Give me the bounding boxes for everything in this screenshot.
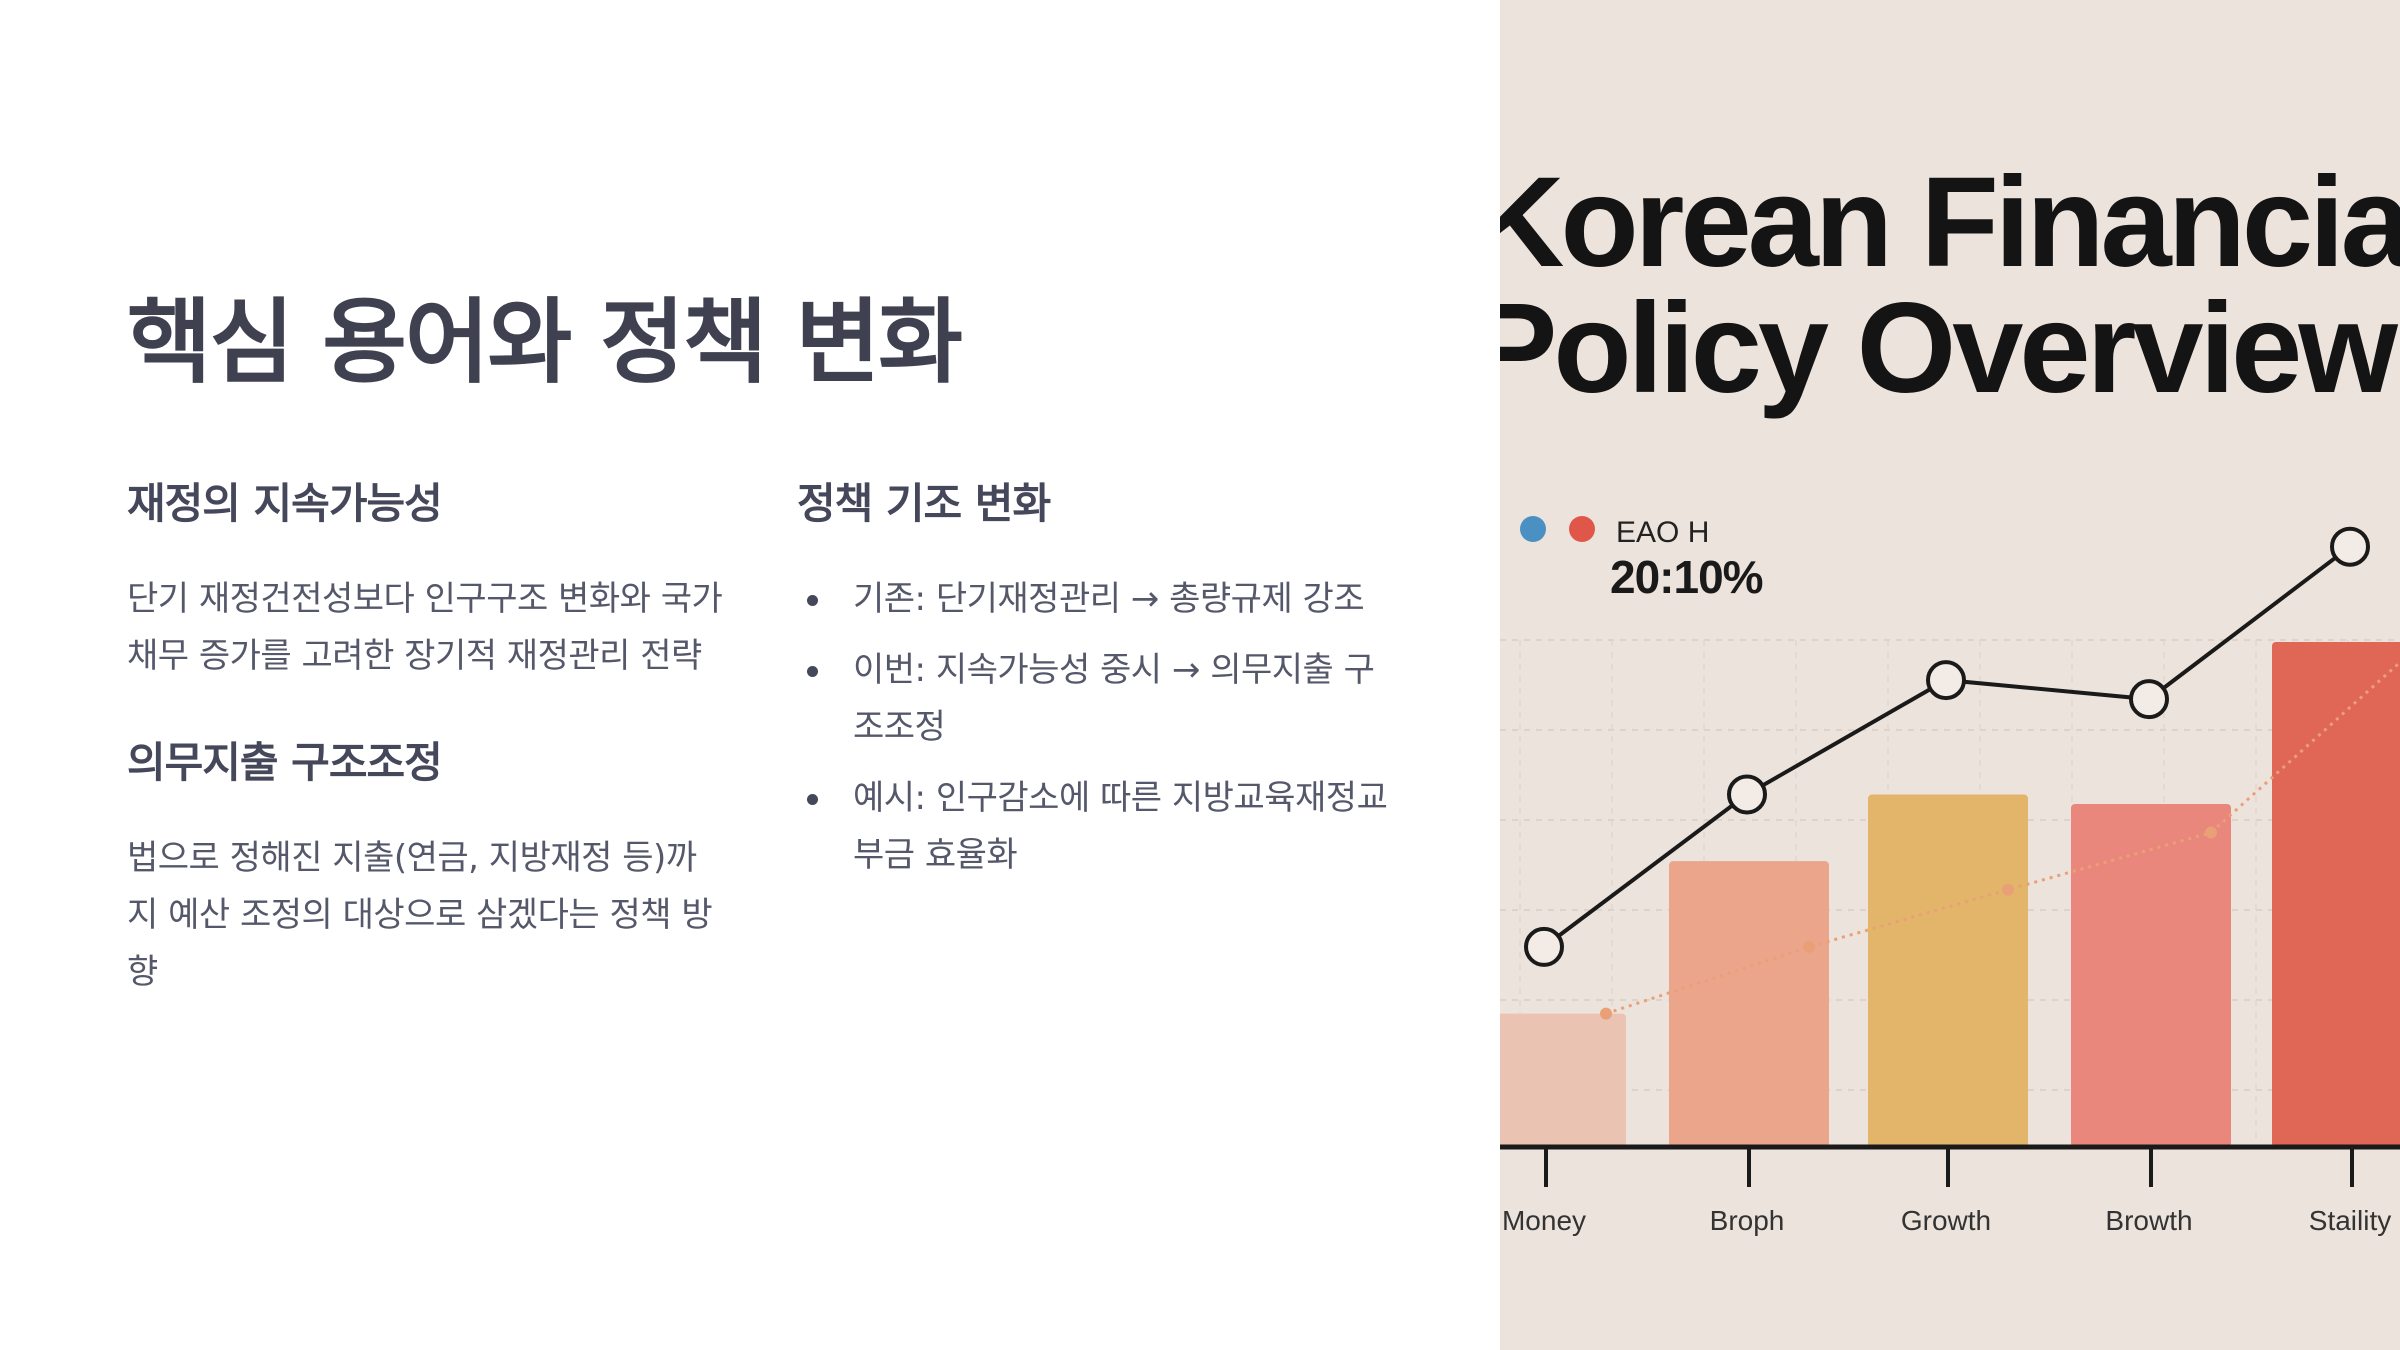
data-point-secondary — [2002, 883, 2014, 896]
x-tick-label: Broph — [1709, 1205, 1785, 1236]
chart — [1500, 516, 2400, 1187]
series-line-secondary — [1605, 660, 2400, 1016]
list-item: 기존: 단기재정관리 → 총량규제 강조 — [797, 571, 1397, 628]
left-column: 재정의 지속가능성 단기 재정건전성보다 인구구조 변화와 국가채무 증가를 고… — [127, 470, 727, 1045]
bullet-icon — [807, 794, 818, 805]
bar — [1669, 861, 1829, 1147]
section-heading-sustainability: 재정의 지속가능성 — [127, 479, 443, 528]
legend-dot — [1520, 516, 1546, 542]
x-tick-label: Browth — [2105, 1205, 2193, 1236]
data-point-primary — [1727, 774, 1767, 815]
policy-shift-list: 기존: 단기재정관리 → 총량규제 강조 이번: 지속가능성 중시 → 의무지출… — [797, 571, 1397, 884]
right-column: 정책 기조 변화 기존: 단기재정관리 → 총량규제 강조 이번: 지속가능성 … — [797, 470, 1397, 898]
list-item-text: 이번: 지속가능성 중시 → 의무지출 구조조정 — [853, 650, 1375, 747]
section-heading-mandatory-spending: 의무지출 구조조정 — [127, 738, 443, 787]
poster-image: Korean Financial Policy Overview EAO H 2… — [1500, 0, 2400, 1350]
bar — [2071, 803, 2231, 1147]
data-point-primary — [2129, 679, 2169, 720]
legend-label: EAO H — [1616, 516, 1710, 549]
list-item-text: 예시: 인구감소에 따른 지방교육재정교부금 효율화 — [853, 778, 1388, 875]
x-tick-label: Staility — [2308, 1205, 2392, 1236]
section-body-mandatory-spending: 법으로 정해진 지출(연금, 지방재정 등)까지 예산 조정의 대상으로 삼겠다… — [127, 838, 713, 992]
list-item: 이번: 지속가능성 중시 → 의무지출 구조조정 — [797, 642, 1397, 756]
section-body-sustainability: 단기 재정건전성보다 인구구조 변화와 국가채무 증가를 고려한 장기적 재정관… — [127, 579, 723, 676]
data-point-secondary — [1803, 940, 1815, 953]
slide-title: 핵심 용어와 정책 변화 — [127, 289, 963, 396]
legend-dot — [1569, 516, 1595, 542]
bar — [1868, 794, 2028, 1147]
section-heading-policy-shift: 정책 기조 변화 — [797, 479, 1051, 528]
list-item-text: 기존: 단기재정관리 → 총량규제 강조 — [853, 579, 1365, 619]
list-item: 예시: 인구감소에 따른 지방교육재정교부금 효율화 — [797, 770, 1397, 884]
x-tick-label: Growth — [1900, 1205, 1992, 1236]
data-point-primary — [2330, 526, 2370, 567]
bullet-icon — [807, 666, 818, 677]
poster-title: Korean Financial Policy Overview — [1500, 151, 2400, 420]
legend-value: 20:10% — [1610, 551, 1764, 603]
data-point-primary — [1926, 660, 1966, 701]
bar — [1500, 1013, 1626, 1147]
x-tick-label: Money — [1501, 1205, 1587, 1236]
bullet-icon — [807, 595, 818, 606]
data-point-secondary — [1600, 1007, 1612, 1020]
slide-text-panel: 핵심 용어와 정책 변화 재정의 지속가능성 단기 재정건전성보다 인구구조 변… — [127, 289, 1397, 1045]
data-point-secondary — [2205, 826, 2217, 839]
data-point-primary — [1524, 926, 1564, 967]
bar — [2272, 641, 2400, 1147]
